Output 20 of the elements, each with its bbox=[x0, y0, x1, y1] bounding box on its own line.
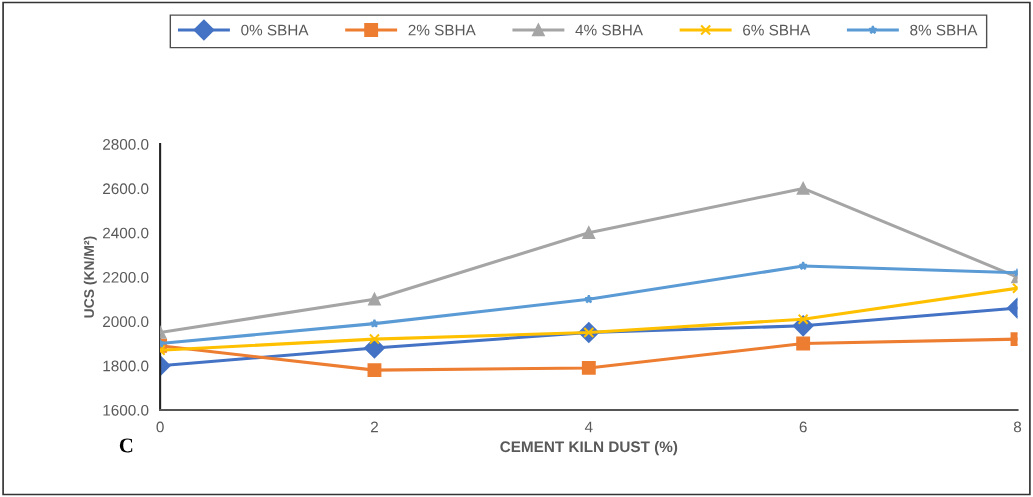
x-tick-label: 6 bbox=[799, 421, 807, 433]
legend-label: 6% SBHA bbox=[743, 24, 811, 36]
x-tick-label: 0 bbox=[156, 421, 164, 433]
x-axis-title: CEMENT KILN DUST (%) bbox=[500, 440, 678, 456]
x-tick-label: 2 bbox=[370, 421, 378, 433]
legend-label: 8% SBHA bbox=[910, 24, 978, 36]
y-tick-label: 2000.0 bbox=[103, 316, 149, 328]
y-tick-label: 2400.0 bbox=[103, 227, 149, 239]
y-tick-label: 1600.0 bbox=[103, 404, 149, 416]
y-axis-title: UCS (KN/M²) bbox=[83, 236, 97, 318]
text: C bbox=[119, 438, 133, 453]
y-tick-label: 2200.0 bbox=[103, 271, 149, 283]
x-tick-label: 4 bbox=[584, 421, 593, 433]
x-tick-label: 8 bbox=[1013, 421, 1022, 433]
y-tick-label: 1800.0 bbox=[103, 360, 149, 372]
y-tick-label: 2600.0 bbox=[103, 183, 149, 195]
legend-label: 2% SBHA bbox=[408, 24, 476, 36]
legend-label: 4% SBHA bbox=[575, 24, 643, 36]
y-tick-label: 2800.0 bbox=[103, 139, 149, 150]
legend-label: 0% SBHA bbox=[241, 24, 309, 36]
